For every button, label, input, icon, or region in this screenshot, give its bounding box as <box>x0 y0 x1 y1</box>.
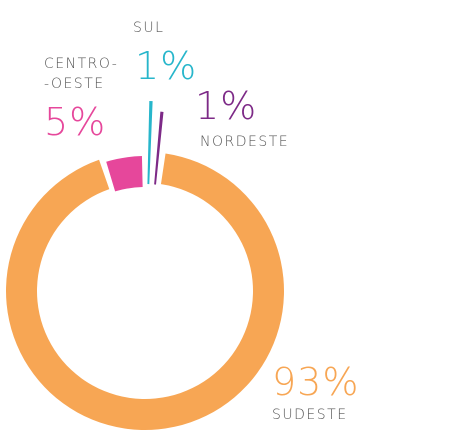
slice <box>5 153 284 430</box>
slice-label: NORDESTE <box>200 134 290 150</box>
slice-label: SUDESTE <box>272 407 348 423</box>
value-label: 93% <box>272 360 360 404</box>
slice <box>154 111 164 185</box>
value-label: 1% <box>195 84 258 128</box>
value-label: 5% <box>44 100 107 144</box>
slice-label: CENTRO- -OESTE <box>44 56 119 92</box>
value-label: 1% <box>135 44 198 88</box>
slice <box>147 101 153 185</box>
slice-label: SUL <box>133 20 165 36</box>
slice <box>106 156 143 192</box>
